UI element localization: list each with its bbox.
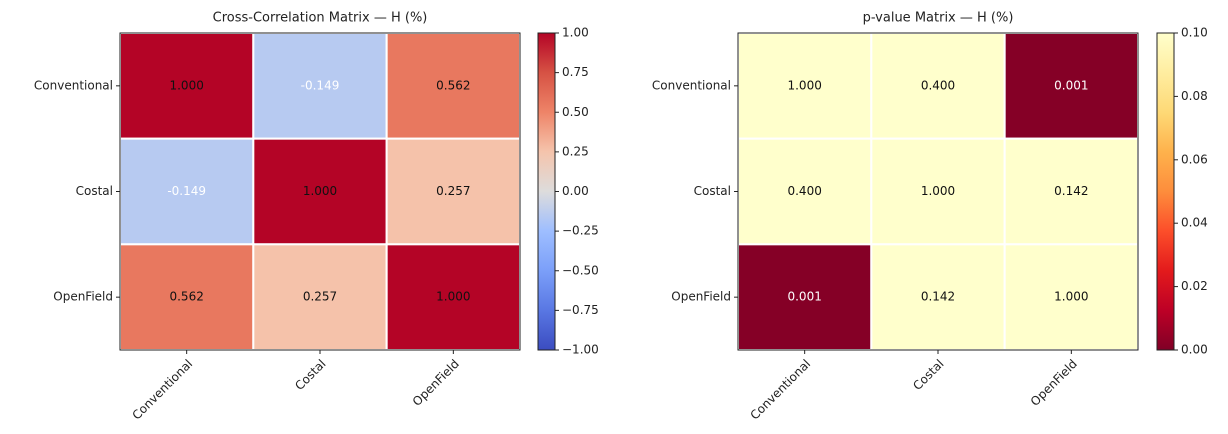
y-tick-label: Conventional — [34, 78, 113, 92]
y-tick-label: Costal — [76, 184, 113, 198]
colorbar-tick-label: 0.00 — [562, 184, 589, 198]
cell-label: 0.400 — [921, 78, 955, 92]
colorbar-tick-label: 0.02 — [1181, 279, 1208, 293]
cell-label: 1.000 — [303, 184, 337, 198]
heatmap-cell — [870, 32, 1006, 140]
heatmap-cell — [385, 137, 521, 246]
heatmap-cell — [1003, 137, 1140, 246]
cell-label: 0.562 — [169, 290, 203, 304]
heatmap-cell — [119, 32, 255, 140]
x-tick-label: Conventional — [747, 357, 813, 423]
cell-label: 0.142 — [921, 290, 955, 304]
colorbar-tick-label: 0.08 — [1181, 89, 1208, 103]
y-tick-label: Costal — [694, 184, 731, 198]
cell-label: 0.142 — [1054, 184, 1088, 198]
chart-title: Cross-Correlation Matrix — H (%) — [213, 11, 428, 26]
colorbar-tick-label: −1.00 — [562, 343, 599, 357]
cell-label: 1.000 — [1054, 290, 1088, 304]
cell-label: -0.149 — [301, 78, 340, 92]
y-tick-label: OpenField — [671, 290, 731, 304]
colorbar-tick-label: 1.00 — [562, 26, 589, 40]
colorbar — [1156, 32, 1175, 351]
chart-title: p-value Matrix — H (%) — [863, 11, 1014, 26]
cell-label: 1.000 — [921, 184, 955, 198]
x-tick-label: Costal — [910, 357, 946, 393]
colorbar-tick-label: −0.25 — [562, 224, 599, 238]
colorbar — [537, 32, 556, 351]
cell-label: 1.000 — [787, 78, 821, 92]
cell-label: 0.257 — [436, 184, 470, 198]
cell-label: 0.562 — [436, 78, 470, 92]
colorbar-tick-label: 0.75 — [562, 65, 589, 79]
y-tick-label: Conventional — [652, 78, 731, 92]
heatmap-cell — [252, 243, 388, 351]
x-tick-label: Conventional — [129, 357, 195, 423]
colorbar-tick-label: 0.25 — [562, 144, 589, 158]
x-tick-label: OpenField — [1028, 357, 1080, 409]
y-tick-label: OpenField — [53, 290, 113, 304]
cell-label: 0.400 — [787, 184, 821, 198]
colorbar-tick-label: −0.75 — [562, 303, 599, 317]
cell-label: -0.149 — [167, 184, 206, 198]
colorbar-tick-label: 0.04 — [1181, 216, 1208, 230]
heatmap-cell — [870, 243, 1006, 351]
colorbar-tick-label: 0.00 — [1181, 343, 1208, 357]
heatmap-cell — [737, 243, 873, 351]
colorbar-tick-label: 0.10 — [1181, 26, 1208, 40]
cell-label: 0.001 — [1054, 78, 1088, 92]
cell-label: 1.000 — [436, 290, 470, 304]
heatmap-cell — [252, 32, 388, 140]
colorbar-tick-label: 0.06 — [1181, 152, 1208, 166]
colorbar-tick-label: 0.50 — [562, 105, 589, 119]
x-tick-label: OpenField — [410, 357, 462, 409]
colorbar-tick-label: −0.50 — [562, 263, 599, 277]
cell-label: 0.257 — [303, 290, 337, 304]
cell-label: 0.001 — [787, 290, 821, 304]
x-tick-label: Costal — [292, 357, 328, 393]
cell-label: 1.000 — [169, 78, 203, 92]
heatmap-cell — [737, 32, 873, 140]
